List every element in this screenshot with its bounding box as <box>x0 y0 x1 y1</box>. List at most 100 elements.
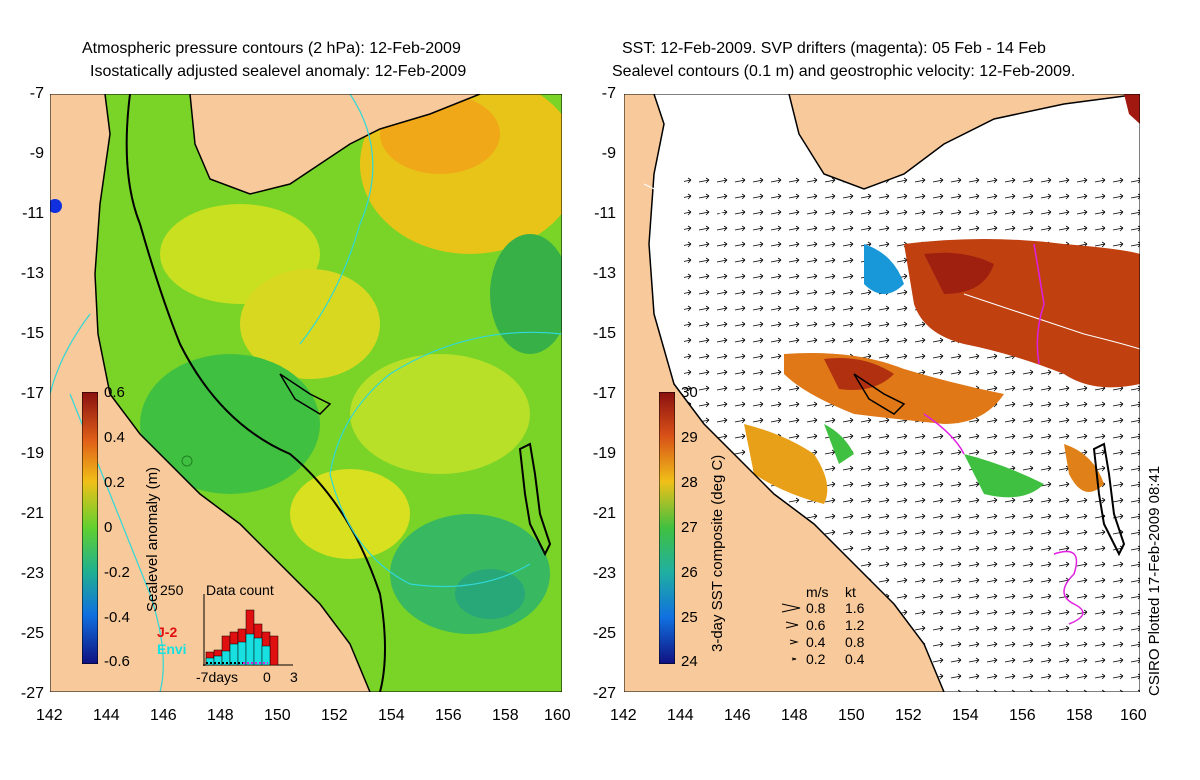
anomaly-low-e <box>490 234 562 354</box>
histogram-x-label: -7days <box>196 669 239 685</box>
sst-cb-tick: 27 <box>681 519 698 536</box>
right-land-australia <box>624 94 944 692</box>
left-y-tick: -15 <box>20 325 44 342</box>
sst-hot-patch-c <box>824 358 894 390</box>
left-y-tick: -9 <box>29 145 44 162</box>
velocity-arrow-icon <box>791 657 797 661</box>
left-y-tick: -25 <box>20 625 44 642</box>
left-x-tick: 156 <box>435 707 462 724</box>
left-map <box>50 94 562 692</box>
pressure-contour-2 <box>329 331 562 588</box>
right-x-tick: 158 <box>1066 707 1093 724</box>
left-y-tick: -7 <box>29 85 44 102</box>
sst-cb-tick: 25 <box>681 609 698 626</box>
anomaly-min-se <box>455 569 525 619</box>
sealevel-cb-tick: 0.6 <box>104 384 125 401</box>
sst-green-patch-2 <box>824 424 854 464</box>
left-y-tick: -17 <box>20 385 44 402</box>
left-x-tick: 148 <box>207 707 234 724</box>
right-y-tick: -19 <box>592 445 616 462</box>
left-y-tick: -23 <box>20 565 44 582</box>
left-title-line2: Isostatically adjusted sealevel anomaly:… <box>90 63 467 80</box>
left-x-tick: 158 <box>492 707 519 724</box>
anomaly-mid-c <box>240 269 380 379</box>
right-coastline-png <box>788 94 1140 190</box>
sst-cb-tick: 28 <box>681 474 698 491</box>
sealevel-contour <box>963 293 1140 350</box>
left-x-tick: 144 <box>93 707 120 724</box>
right-y-tick: -25 <box>592 625 616 642</box>
velocity-legend-kt: 1.2 <box>845 617 865 633</box>
right-x-tick: 142 <box>610 707 637 724</box>
left-y-tick: -27 <box>20 685 44 702</box>
left-x-tick: 152 <box>321 707 348 724</box>
drifter-track-3 <box>923 413 965 455</box>
left-x-tick: 154 <box>378 707 405 724</box>
right-title-line1: SST: 12-Feb-2009. SVP drifters (magenta)… <box>622 40 1046 57</box>
right-y-tick: -17 <box>592 385 616 402</box>
right-land-png <box>624 94 1140 189</box>
velocity-legend-ms: 0.4 <box>806 634 826 650</box>
sst-colorbar <box>659 392 675 664</box>
sealevel-cb-label: Sealevel anomaly (m) <box>144 466 161 612</box>
pressure-contour-1 <box>299 94 374 345</box>
left-x-tick: 160 <box>544 707 571 724</box>
right-y-tick: -27 <box>592 685 616 702</box>
sealevel-cb-tick: -0.2 <box>104 564 130 581</box>
velocity-legend-kt: 0.4 <box>845 651 865 667</box>
right-islands <box>853 373 906 415</box>
right-x-tick: 146 <box>724 707 751 724</box>
left-land-png <box>190 94 562 194</box>
left-y-tick: -21 <box>20 505 44 522</box>
tide-gauge-marker-2 <box>181 455 193 467</box>
tide-gauge-marker <box>50 199 62 213</box>
anomaly-mid-e <box>350 354 530 474</box>
left-y-tick: -13 <box>20 265 44 282</box>
velocity-legend-ms-header: m/s <box>806 584 829 600</box>
velocity-legend-ms: 0.8 <box>806 600 826 616</box>
histogram-y-max: 250 <box>160 582 184 598</box>
right-map <box>624 94 1140 692</box>
histogram-title: Data count <box>206 582 274 598</box>
right-y-tick: -15 <box>592 325 616 342</box>
drifter-track <box>1033 243 1045 365</box>
sealevel-cb-tick: -0.4 <box>104 609 130 626</box>
histogram-bar-j2 <box>269 635 279 666</box>
left-x-tick: 150 <box>264 707 291 724</box>
sst-cb-label: 3-day SST composite (deg C) <box>709 454 726 652</box>
left-coastline-au <box>94 94 371 692</box>
velocity-arrow-icon <box>781 603 801 613</box>
velocity-arrow-icon <box>789 639 799 645</box>
right-x-tick: 154 <box>952 707 979 724</box>
histogram-bar-envi <box>261 645 271 666</box>
right-x-tick: 160 <box>1120 707 1147 724</box>
sst-cb-tick: 30 <box>681 384 698 401</box>
velocity-arrow-icon <box>785 621 799 629</box>
right-coastline-au <box>648 94 945 692</box>
sst-cb-tick: 26 <box>681 564 698 581</box>
sst-cb-tick: 24 <box>681 653 698 670</box>
right-reef <box>1092 442 1126 557</box>
sst-patch-e <box>1064 444 1104 492</box>
sst-patch-w <box>744 424 828 504</box>
right-y-tick: -23 <box>592 565 616 582</box>
credit-text: CSIRO Plotted 17-Feb-2009 08:41 <box>1146 465 1163 696</box>
velocity-legend-ms: 0.2 <box>806 651 826 667</box>
left-shelf-edge <box>125 94 386 692</box>
histogram-bar-envi <box>229 643 239 666</box>
velocity-legend-arrows <box>781 603 801 661</box>
anomaly-mid-s <box>290 469 410 559</box>
left-title-line1: Atmospheric pressure contours (2 hPa): 1… <box>82 40 461 57</box>
histogram-x-label: 3 <box>290 669 298 685</box>
left-x-tick: 142 <box>36 707 63 724</box>
right-y-tick: -7 <box>601 85 616 102</box>
right-x-tick: 144 <box>667 707 694 724</box>
left-coastline-png <box>189 94 481 195</box>
sst-hot-patch <box>924 252 994 294</box>
right-x-tick: 148 <box>781 707 808 724</box>
data-count-histogram <box>203 594 293 666</box>
drifter-track-2 <box>1053 550 1084 625</box>
left-y-tick: -11 <box>22 205 44 222</box>
velocity-legend-kt-header: kt <box>845 584 856 600</box>
sst-cb-tick: 29 <box>681 429 698 446</box>
